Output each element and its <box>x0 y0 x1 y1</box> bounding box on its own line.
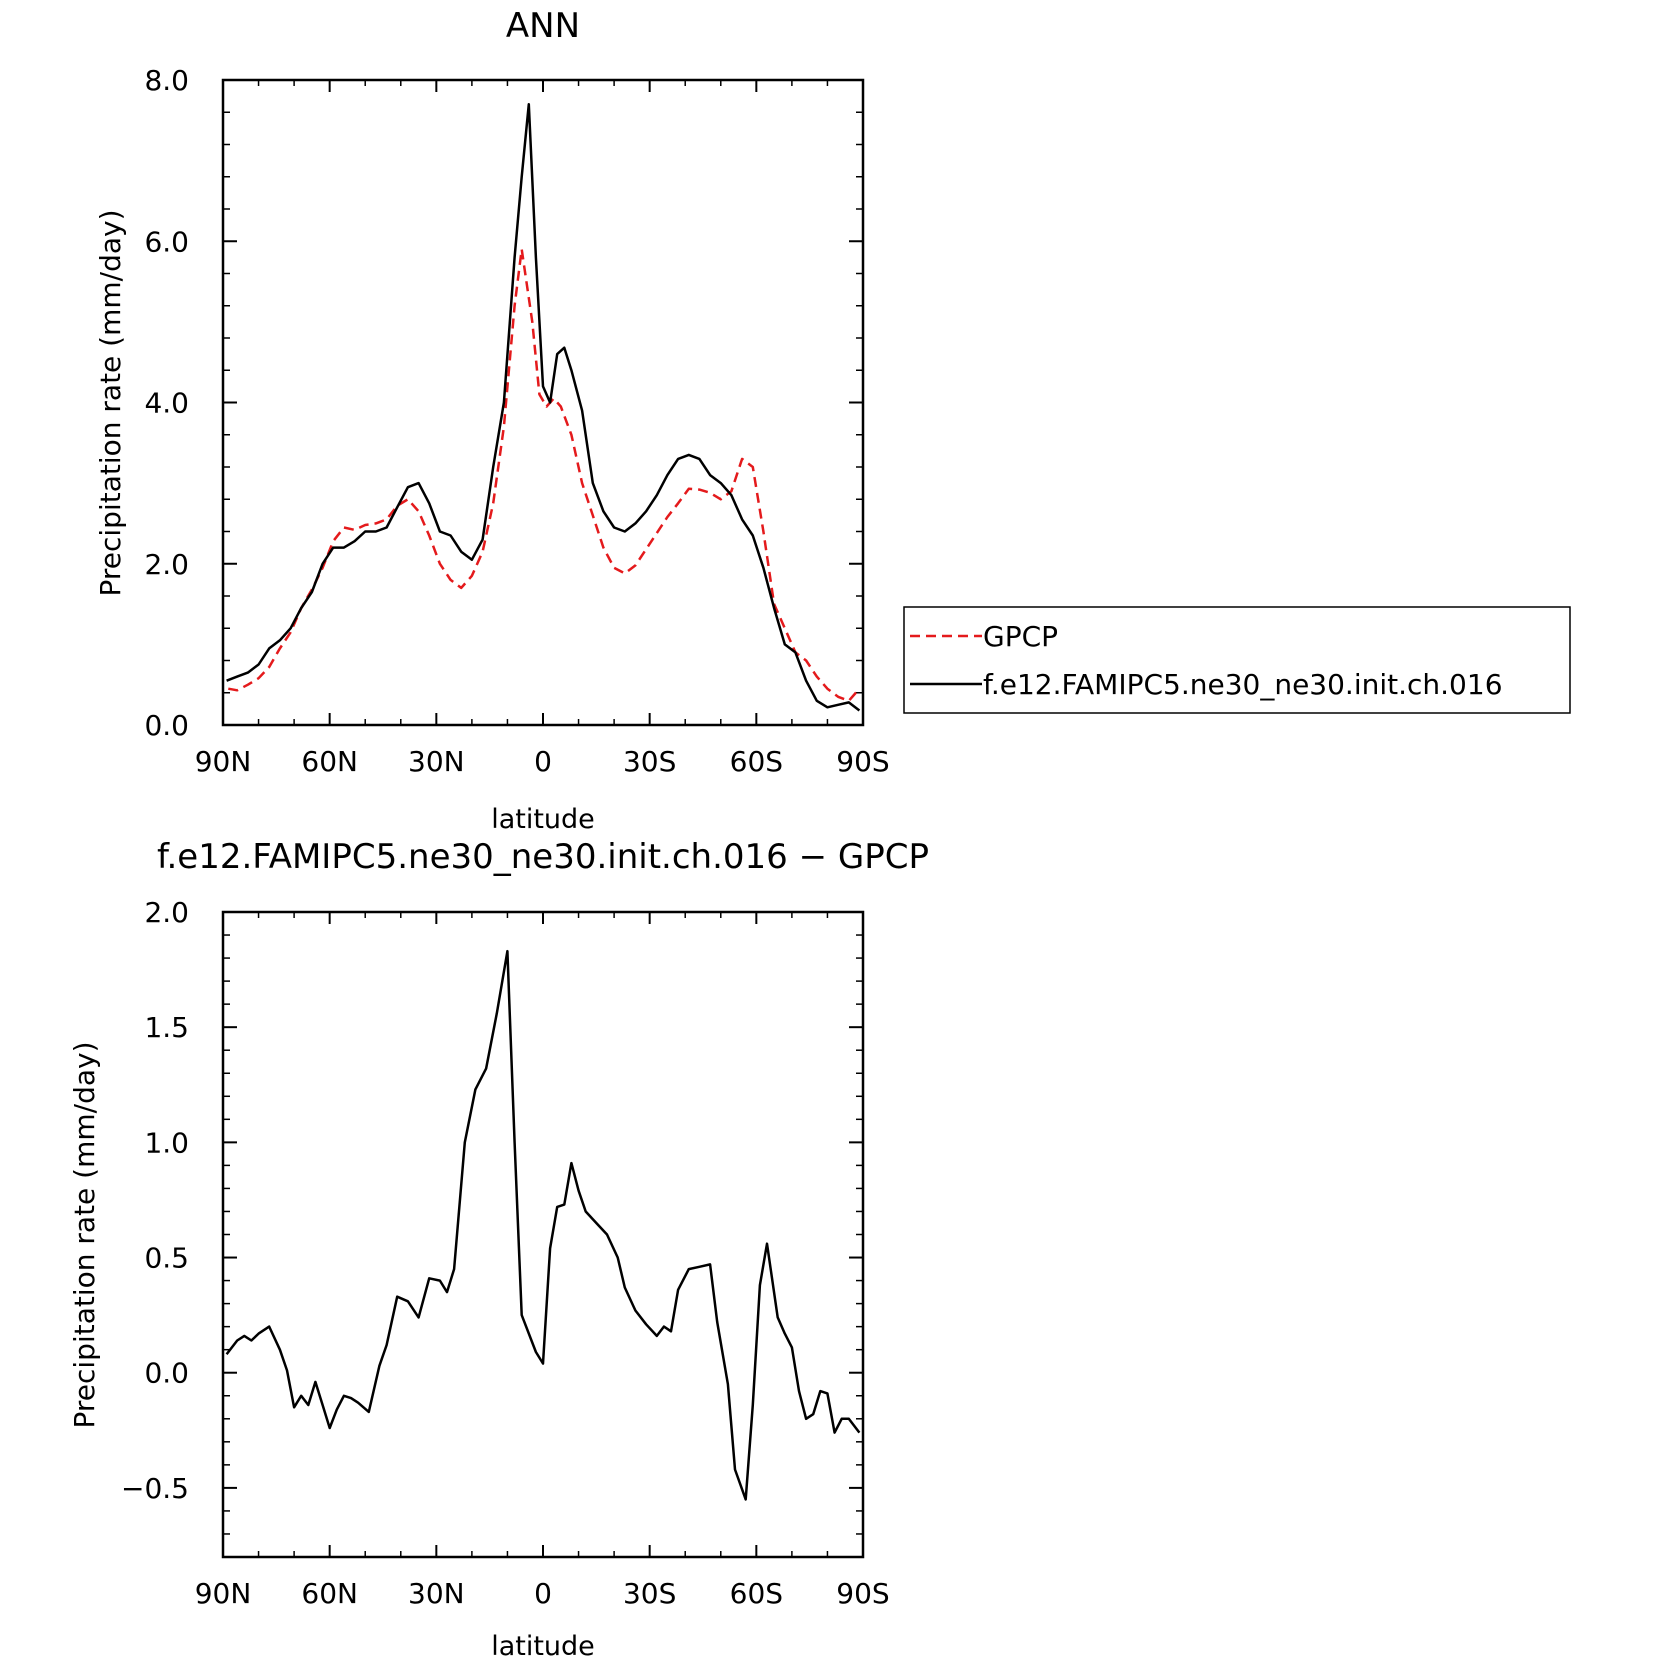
top-x-axis-label: latitude <box>491 804 595 835</box>
top-y-tick-labels: 0.0 2.0 4.0 6.0 8.0 <box>144 64 189 742</box>
bottom-axis-ticks <box>222 911 864 1558</box>
top-x-tick-label: 30N <box>408 745 465 778</box>
bottom-series-lines <box>225 949 861 1501</box>
top-series-line-model <box>226 102 861 712</box>
legend-label-gpcp: GPCP <box>983 620 1058 653</box>
bottom-panel: f.e12.FAMIPC5.ne30_ne30.init.ch.016 − GP… <box>68 837 929 1662</box>
bottom-y-tick-label: 2.0 <box>144 896 189 929</box>
top-x-tick-label: 90S <box>836 745 889 778</box>
top-panel: ANN 90N 60N 30N 0 30S 60S 90S 0.02.04.06.08.0 … <box>94 6 890 835</box>
top-y-tick-label: 4.0 <box>144 387 189 420</box>
bottom-x-tick-label: 0 <box>534 1577 552 1610</box>
top-x-tick-label: 90N <box>195 745 252 778</box>
bottom-y-tick-label: 0.5 <box>144 1242 189 1275</box>
top-y-axis-label: Precipitation rate (mm/day) <box>94 209 127 596</box>
top-chart-title: ANN <box>506 6 580 46</box>
bottom-x-tick-label: 60N <box>301 1577 358 1610</box>
top-axis-ticks <box>222 79 864 726</box>
bottom-x-tick-label: 30N <box>408 1577 465 1610</box>
top-series-lines <box>226 102 861 712</box>
top-x-tick-labels: 90N 60N 30N 0 30S 60S 90S <box>195 745 890 778</box>
top-x-tick-label: 60N <box>301 745 358 778</box>
legend-box <box>903 606 1571 714</box>
bottom-x-axis-label: latitude <box>491 1631 595 1662</box>
bottom-x-tick-labels: 90N 60N 30N 0 30S 60S 90S <box>195 1577 890 1610</box>
bottom-series-line-difference <box>225 949 861 1501</box>
bottom-y-tick-labels: −0.5 0.0 0.5 1.0 1.5 2.0 <box>121 896 189 1505</box>
bottom-x-tick-label: 90N <box>195 1577 252 1610</box>
bottom-x-tick-label: 30S <box>623 1577 676 1610</box>
top-x-tick-label: 60S <box>730 745 783 778</box>
top-series-line-gpcp <box>228 248 861 703</box>
top-y-tick-label: 0.0 <box>144 709 189 742</box>
bottom-chart-title: f.e12.FAMIPC5.ne30_ne30.init.ch.016 − GP… <box>157 837 929 877</box>
top-x-tick-label: 30S <box>623 745 676 778</box>
top-y-tick-label: 2.0 <box>144 548 189 581</box>
bottom-x-tick-label: 60S <box>730 1577 783 1610</box>
bottom-y-tick-label: 0.0 <box>144 1357 189 1390</box>
top-x-tick-label: 0 <box>534 745 552 778</box>
bottom-y-tick-label: 1.0 <box>144 1126 189 1159</box>
top-y-tick-label: 6.0 <box>144 225 189 258</box>
bottom-plot-frame <box>221 910 865 1559</box>
bottom-y-tick-label: −0.5 <box>121 1472 189 1505</box>
bottom-x-tick-label: 90S <box>836 1577 889 1610</box>
bottom-y-tick-label: 1.5 <box>144 1011 189 1044</box>
legend-label-model: f.e12.FAMIPC5.ne30_ne30.init.ch.016 <box>983 668 1503 701</box>
top-y-tick-label: 8.0 <box>144 64 189 97</box>
top-plot-frame <box>221 78 865 727</box>
legend: GPCP f.e12.FAMIPC5.ne30_ne30.init.ch.016 <box>903 606 1571 714</box>
bottom-y-axis-label: Precipitation rate (mm/day) <box>68 1041 101 1428</box>
